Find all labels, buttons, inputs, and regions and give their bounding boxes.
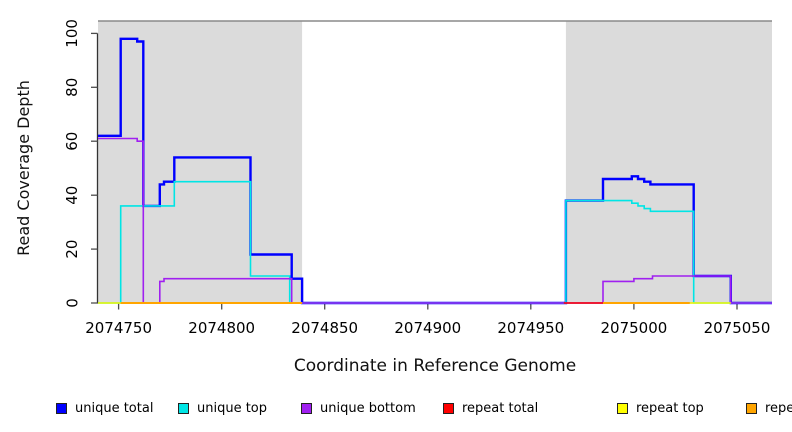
legend-label-unique-bottom: unique bottom xyxy=(320,400,416,416)
series-unique-top xyxy=(98,180,772,304)
legend-label-unique-total: unique total xyxy=(75,400,154,416)
legend-item-repeat-total: repeat total xyxy=(443,398,538,418)
plot-svg: 0 20 40 60 80 100 2074750 2074800 2074850 2074900… xyxy=(63,19,772,337)
y-axis: 0 20 40 60 80 100 xyxy=(63,19,99,308)
svg-text:2074900: 2074900 xyxy=(394,319,461,337)
legend-label-repeat-bottom: repeat bottom xyxy=(765,400,792,416)
svg-text:2074750: 2074750 xyxy=(85,319,152,337)
legend-swatch-unique-total-icon xyxy=(56,402,67,414)
svg-text:2075050: 2075050 xyxy=(704,319,771,337)
repeat-region-shading xyxy=(98,21,772,303)
legend-item-unique-top: unique top xyxy=(178,398,267,418)
legend-swatch-unique-bottom-icon xyxy=(301,402,312,414)
legend-swatch-repeat-bottom-icon xyxy=(746,402,757,414)
svg-text:2074950: 2074950 xyxy=(497,319,564,337)
legend-item-repeat-top: repeat top xyxy=(617,398,704,418)
series-unique-bottom xyxy=(98,137,772,304)
svg-text:20: 20 xyxy=(63,240,81,259)
legend-label-repeat-top: repeat top xyxy=(636,400,704,416)
x-axis-title: Coordinate in Reference Genome xyxy=(293,356,577,376)
y-axis-title: Read Coverage Depth xyxy=(14,80,33,256)
legend-label-repeat-total: repeat total xyxy=(462,400,539,416)
legend-label-unique-top: unique top xyxy=(197,400,268,416)
svg-text:2074850: 2074850 xyxy=(291,319,358,337)
legend-swatch-repeat-total-icon xyxy=(443,402,454,414)
legend-item-unique-total: unique total xyxy=(56,398,153,418)
svg-text:60: 60 xyxy=(63,132,81,151)
svg-text:80: 80 xyxy=(63,78,81,97)
legend-item-unique-bottom: unique bottom xyxy=(301,398,416,418)
svg-text:2074800: 2074800 xyxy=(188,319,255,337)
x-axis: 2074750 2074800 2074850 2074900 2074950 20750… xyxy=(85,302,772,337)
legend-item-repeat-bottom: repeat bottom xyxy=(746,398,792,418)
legend-swatch-repeat-top-icon xyxy=(617,402,628,414)
svg-text:40: 40 xyxy=(63,186,81,205)
legend-swatch-unique-top-icon xyxy=(178,402,189,414)
legend: unique total unique top unique bottom re… xyxy=(0,398,792,420)
svg-text:0: 0 xyxy=(63,298,81,308)
svg-text:100: 100 xyxy=(63,19,81,48)
svg-text:2075000: 2075000 xyxy=(600,319,667,337)
